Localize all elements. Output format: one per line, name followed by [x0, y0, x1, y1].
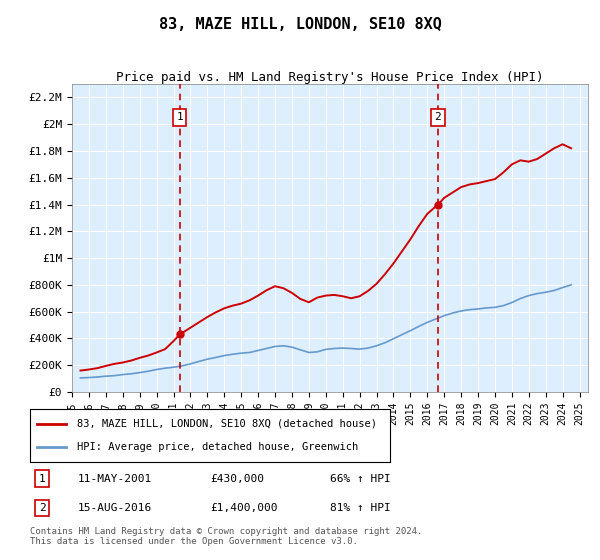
Text: 1: 1: [38, 474, 46, 484]
Text: 15-AUG-2016: 15-AUG-2016: [78, 503, 152, 513]
Text: 11-MAY-2001: 11-MAY-2001: [78, 474, 152, 484]
Text: 2: 2: [38, 503, 46, 513]
Text: £430,000: £430,000: [210, 474, 264, 484]
Text: 66% ↑ HPI: 66% ↑ HPI: [330, 474, 391, 484]
Text: £1,400,000: £1,400,000: [210, 503, 277, 513]
Text: 81% ↑ HPI: 81% ↑ HPI: [330, 503, 391, 513]
Text: 83, MAZE HILL, LONDON, SE10 8XQ (detached house): 83, MAZE HILL, LONDON, SE10 8XQ (detache…: [77, 419, 377, 429]
Text: 2: 2: [434, 113, 442, 123]
Title: Price paid vs. HM Land Registry's House Price Index (HPI): Price paid vs. HM Land Registry's House …: [116, 71, 544, 84]
Text: HPI: Average price, detached house, Greenwich: HPI: Average price, detached house, Gree…: [77, 442, 358, 452]
Text: 83, MAZE HILL, LONDON, SE10 8XQ: 83, MAZE HILL, LONDON, SE10 8XQ: [158, 17, 442, 32]
Text: Contains HM Land Registry data © Crown copyright and database right 2024.
This d: Contains HM Land Registry data © Crown c…: [30, 526, 422, 546]
Text: 1: 1: [176, 113, 183, 123]
